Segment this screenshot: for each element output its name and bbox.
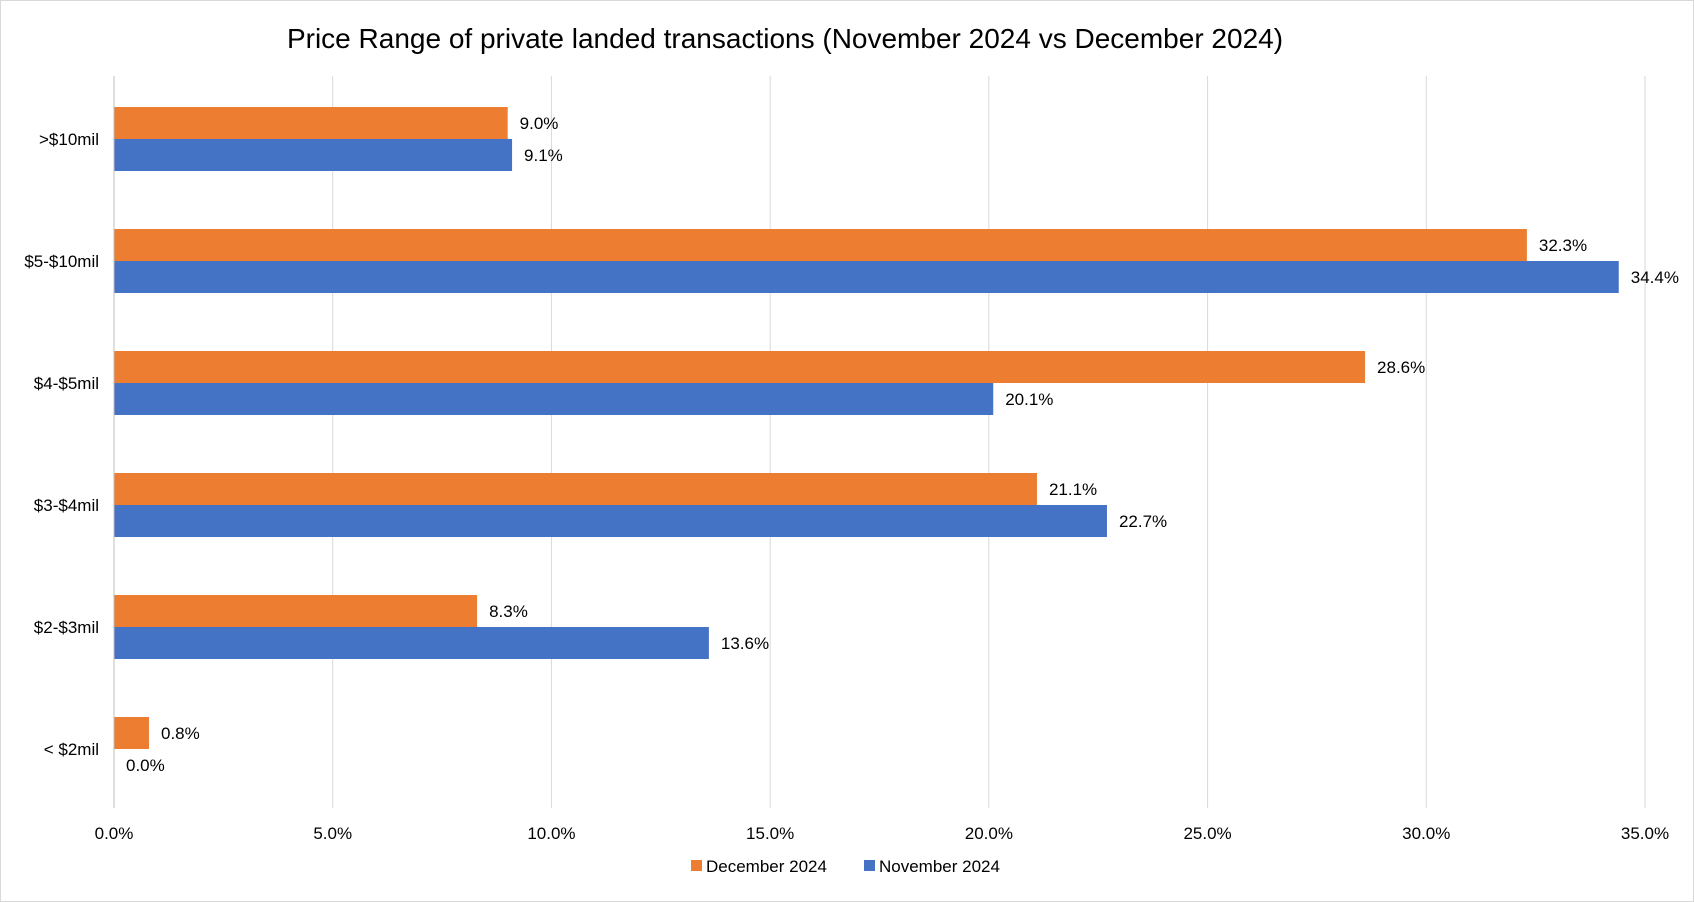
data-label: 0.0% bbox=[126, 756, 165, 775]
bar bbox=[114, 139, 513, 171]
bar bbox=[114, 351, 1366, 383]
bar bbox=[114, 473, 1037, 505]
x-tick-label: 35.0% bbox=[1621, 824, 1669, 843]
y-tick-label: >$10mil bbox=[39, 130, 99, 149]
bar bbox=[114, 229, 1527, 261]
x-tick-label: 5.0% bbox=[313, 824, 352, 843]
bars bbox=[114, 107, 1619, 749]
legend-swatch bbox=[864, 860, 875, 871]
data-label: 22.7% bbox=[1119, 512, 1167, 531]
bar bbox=[114, 505, 1107, 537]
x-tick-label: 10.0% bbox=[527, 824, 575, 843]
bar bbox=[114, 717, 149, 749]
x-tick-label: 0.0% bbox=[95, 824, 134, 843]
chart-title: Price Range of private landed transactio… bbox=[287, 23, 1283, 54]
data-label: 34.4% bbox=[1631, 268, 1679, 287]
data-label: 20.1% bbox=[1005, 390, 1053, 409]
gridlines bbox=[332, 76, 1646, 808]
data-label: 28.6% bbox=[1377, 358, 1425, 377]
data-label: 13.6% bbox=[721, 634, 769, 653]
x-tick-label: 25.0% bbox=[1183, 824, 1231, 843]
legend: December 2024 November 2024 bbox=[691, 857, 1000, 876]
data-label: 8.3% bbox=[489, 602, 528, 621]
bar bbox=[114, 627, 709, 659]
y-tick-label: $2-$3mil bbox=[34, 618, 99, 637]
x-tick-label: 20.0% bbox=[965, 824, 1013, 843]
data-labels: 9.0% 9.1% 32.3% 34.4% 28.6% 20.1% 21.1% 22.7% 8.… bbox=[126, 114, 1679, 775]
legend-swatch bbox=[691, 860, 702, 871]
x-tick-label: 15.0% bbox=[746, 824, 794, 843]
bar bbox=[114, 595, 478, 627]
y-tick-label: $5-$10mil bbox=[24, 252, 99, 271]
axes: 0.0% 5.0% 10.0% 15.0% 20.0% 25.0% 30.0% 35.0% >$… bbox=[24, 76, 1669, 843]
data-label: 32.3% bbox=[1539, 236, 1587, 255]
y-tick-label: $4-$5mil bbox=[34, 374, 99, 393]
legend-label: December 2024 bbox=[706, 857, 827, 876]
y-tick-label: < $2mil bbox=[44, 740, 99, 759]
bar bbox=[114, 383, 994, 415]
data-label: 9.1% bbox=[524, 146, 563, 165]
data-label: 9.0% bbox=[520, 114, 559, 133]
data-label: 21.1% bbox=[1049, 480, 1097, 499]
bar bbox=[114, 261, 1619, 293]
y-tick-label: $3-$4mil bbox=[34, 496, 99, 515]
bar bbox=[114, 107, 508, 139]
x-tick-label: 30.0% bbox=[1402, 824, 1450, 843]
legend-label: November 2024 bbox=[879, 857, 1000, 876]
data-label: 0.8% bbox=[161, 724, 200, 743]
